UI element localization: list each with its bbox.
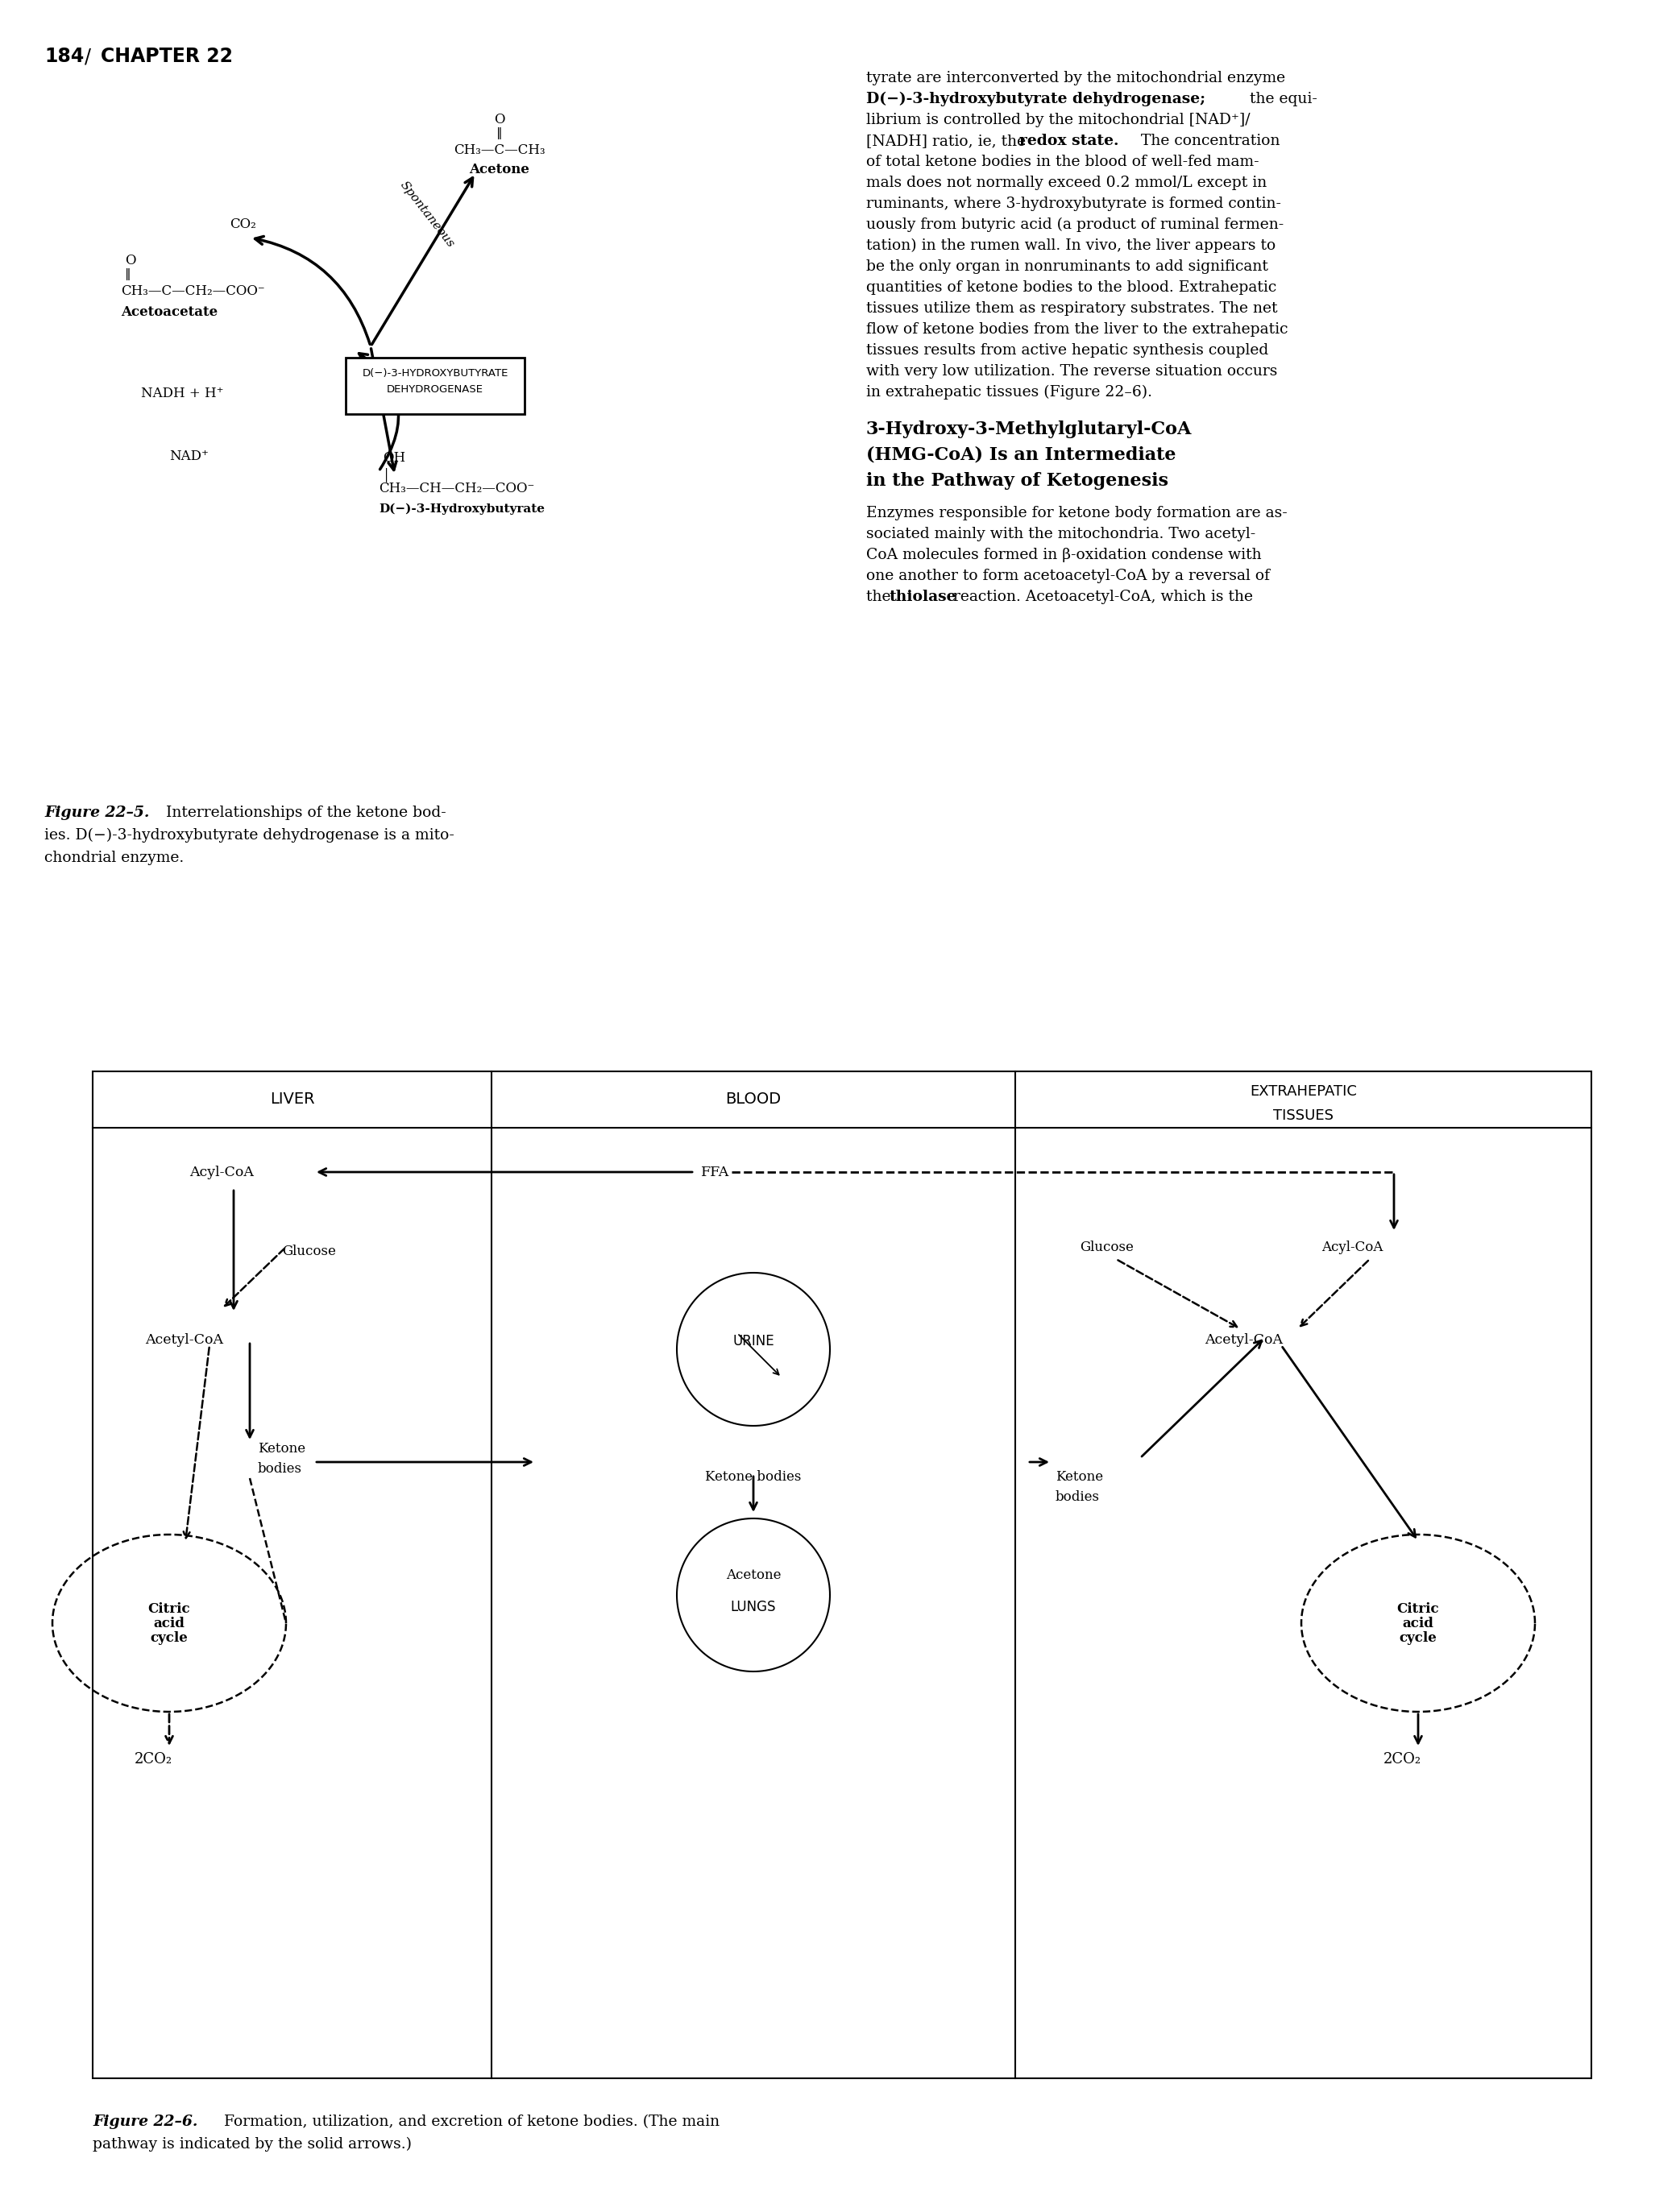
Text: O: O [494,113,506,126]
Text: Ketone bodies: Ketone bodies [706,1471,801,1484]
Text: tyrate are interconverted by the mitochondrial enzyme: tyrate are interconverted by the mitocho… [867,71,1285,86]
Text: uously from butyric acid (a product of ruminal fermen-: uously from butyric acid (a product of r… [867,217,1284,232]
Text: acid: acid [153,1617,185,1630]
Text: DEHYDROGENASE: DEHYDROGENASE [386,385,484,394]
Text: Figure 22–6.: Figure 22–6. [92,2115,198,2128]
Text: 2CO₂: 2CO₂ [1383,1752,1421,1767]
Text: LIVER: LIVER [270,1093,314,1108]
Text: the equi-: the equi- [1245,93,1317,106]
Text: pathway is indicated by the solid arrows.): pathway is indicated by the solid arrows… [92,2137,412,2152]
Text: NADH + H⁺: NADH + H⁺ [141,387,223,400]
Text: CHAPTER 22: CHAPTER 22 [101,46,234,66]
Text: │: │ [383,467,390,482]
Text: Acetoacetate: Acetoacetate [121,305,218,319]
Text: reaction. Acetoacetyl-CoA, which is the: reaction. Acetoacetyl-CoA, which is the [949,591,1253,604]
Text: acid: acid [1403,1617,1433,1630]
Text: CH₃—C—CH₂—COO⁻: CH₃—C—CH₂—COO⁻ [121,285,265,299]
Text: D(−)-3-Hydroxybutyrate: D(−)-3-Hydroxybutyrate [378,504,544,515]
Text: Acetyl-CoA: Acetyl-CoA [144,1334,223,1347]
Text: cycle: cycle [1399,1630,1436,1644]
Text: redox state.: redox state. [1020,133,1119,148]
Text: 2CO₂: 2CO₂ [134,1752,171,1767]
Text: Formation, utilization, and excretion of ketone bodies. (The main: Formation, utilization, and excretion of… [210,2115,719,2128]
Text: [NADH] ratio, ie, the: [NADH] ratio, ie, the [867,133,1030,148]
Text: Enzymes responsible for ketone body formation are as-: Enzymes responsible for ketone body form… [867,507,1287,520]
Text: Figure 22–5.: Figure 22–5. [44,805,150,821]
Text: 184: 184 [44,46,84,66]
Text: Acetone: Acetone [469,164,529,177]
Text: chondrial enzyme.: chondrial enzyme. [44,852,183,865]
Text: thiolase: thiolase [889,591,956,604]
Text: sociated mainly with the mitochondria. Two acetyl-: sociated mainly with the mitochondria. T… [867,526,1255,542]
Text: CO₂: CO₂ [230,217,255,232]
Text: in extrahepatic tissues (Figure 22–6).: in extrahepatic tissues (Figure 22–6). [867,385,1152,400]
Text: of total ketone bodies in the blood of well-fed mam-: of total ketone bodies in the blood of w… [867,155,1258,168]
Text: NAD⁺: NAD⁺ [170,449,208,462]
Text: CH₃—C—CH₃: CH₃—C—CH₃ [454,144,546,157]
Text: EXTRAHEPATIC: EXTRAHEPATIC [1250,1084,1357,1099]
Text: FFA: FFA [701,1166,729,1179]
Text: Glucose: Glucose [1080,1241,1134,1254]
Text: tissues results from active hepatic synthesis coupled: tissues results from active hepatic synt… [867,343,1268,358]
Text: one another to form acetoacetyl-CoA by a reversal of: one another to form acetoacetyl-CoA by a… [867,568,1270,584]
Text: flow of ketone bodies from the liver to the extrahepatic: flow of ketone bodies from the liver to … [867,323,1289,336]
Text: librium is controlled by the mitochondrial [NAD⁺]/: librium is controlled by the mitochondri… [867,113,1250,128]
Text: bodies: bodies [1055,1491,1100,1504]
Text: URINE: URINE [732,1334,774,1349]
Text: O: O [124,254,136,268]
Text: BLOOD: BLOOD [726,1093,781,1108]
Text: Acetone: Acetone [726,1568,781,1582]
Text: ‖: ‖ [497,128,502,139]
Text: Citric: Citric [148,1601,190,1615]
Text: ies. D(−)-3-hydroxybutyrate dehydrogenase is a mito-: ies. D(−)-3-hydroxybutyrate dehydrogenas… [44,827,454,843]
Text: Ketone: Ketone [1055,1471,1104,1484]
Text: Glucose: Glucose [282,1245,336,1259]
Text: Ketone: Ketone [257,1442,306,1455]
Text: Acyl-CoA: Acyl-CoA [190,1166,254,1179]
Text: in the Pathway of Ketogenesis: in the Pathway of Ketogenesis [867,471,1168,489]
Text: D(−)-3-hydroxybutyrate dehydrogenase;: D(−)-3-hydroxybutyrate dehydrogenase; [867,93,1206,106]
Text: bodies: bodies [257,1462,302,1475]
Text: LUNGS: LUNGS [731,1599,776,1615]
Text: with very low utilization. The reverse situation occurs: with very low utilization. The reverse s… [867,365,1277,378]
Text: Spontaneous: Spontaneous [398,179,457,250]
Text: The concentration: The concentration [1136,133,1280,148]
Text: quantities of ketone bodies to the blood. Extrahepatic: quantities of ketone bodies to the blood… [867,281,1277,294]
Text: D(−)-3-HYDROXYBUTYRATE: D(−)-3-HYDROXYBUTYRATE [361,367,507,378]
Text: be the only organ in nonruminants to add significant: be the only organ in nonruminants to add… [867,259,1268,274]
Text: (HMG-CoA) Is an Intermediate: (HMG-CoA) Is an Intermediate [867,447,1176,465]
Text: 3-Hydroxy-3-Methylglutaryl-CoA: 3-Hydroxy-3-Methylglutaryl-CoA [867,420,1193,438]
Text: CoA molecules formed in β-oxidation condense with: CoA molecules formed in β-oxidation cond… [867,549,1262,562]
Text: ruminants, where 3-hydroxybutyrate is formed contin-: ruminants, where 3-hydroxybutyrate is fo… [867,197,1282,210]
Text: Acyl-CoA: Acyl-CoA [1322,1241,1383,1254]
Text: Interrelationships of the ketone bod-: Interrelationships of the ketone bod- [161,805,447,821]
Text: the: the [867,591,895,604]
FancyBboxPatch shape [346,358,524,414]
Bar [92,1071,1591,2079]
Text: cycle: cycle [151,1630,188,1644]
Text: /: / [84,46,91,66]
Text: tation) in the rumen wall. In vivo, the liver appears to: tation) in the rumen wall. In vivo, the … [867,239,1275,252]
Text: tissues utilize them as respiratory substrates. The net: tissues utilize them as respiratory subs… [867,301,1277,316]
Text: ‖: ‖ [124,268,131,281]
Text: OH: OH [383,451,405,465]
Text: Acetyl-CoA: Acetyl-CoA [1205,1334,1284,1347]
Text: mals does not normally exceed 0.2 mmol/L except in: mals does not normally exceed 0.2 mmol/L… [867,175,1267,190]
Text: Citric: Citric [1398,1601,1440,1615]
Text: CH₃—CH—CH₂—COO⁻: CH₃—CH—CH₂—COO⁻ [378,482,534,495]
Text: TISSUES: TISSUES [1273,1108,1334,1124]
